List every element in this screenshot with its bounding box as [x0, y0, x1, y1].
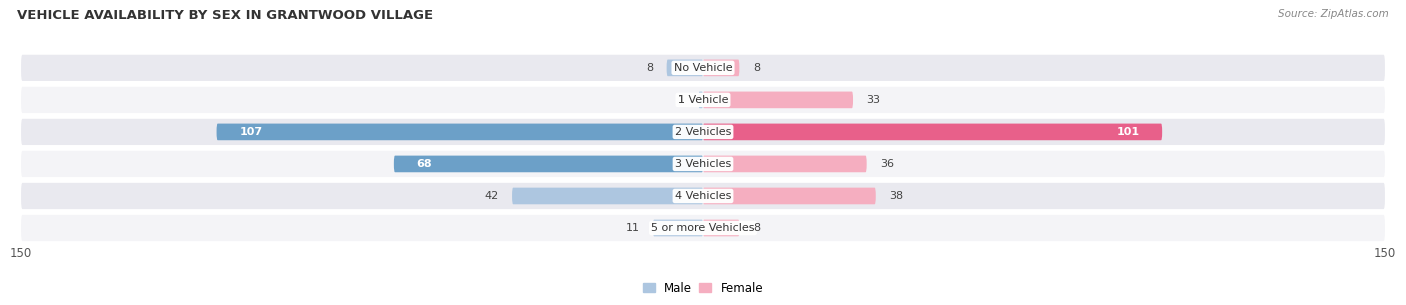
FancyBboxPatch shape	[21, 215, 1385, 241]
FancyBboxPatch shape	[703, 188, 876, 204]
FancyBboxPatch shape	[666, 59, 703, 76]
Legend: Male, Female: Male, Female	[638, 277, 768, 300]
Text: 8: 8	[754, 223, 761, 233]
FancyBboxPatch shape	[652, 220, 703, 236]
Text: VEHICLE AVAILABILITY BY SEX IN GRANTWOOD VILLAGE: VEHICLE AVAILABILITY BY SEX IN GRANTWOOD…	[17, 9, 433, 22]
Text: 2 Vehicles: 2 Vehicles	[675, 127, 731, 137]
Text: 1 Vehicle: 1 Vehicle	[678, 95, 728, 105]
FancyBboxPatch shape	[394, 156, 703, 172]
Text: 107: 107	[239, 127, 263, 137]
FancyBboxPatch shape	[21, 119, 1385, 145]
Text: 101: 101	[1116, 127, 1139, 137]
Text: 1: 1	[678, 95, 685, 105]
FancyBboxPatch shape	[21, 55, 1385, 81]
FancyBboxPatch shape	[703, 156, 866, 172]
FancyBboxPatch shape	[703, 59, 740, 76]
Text: 4 Vehicles: 4 Vehicles	[675, 191, 731, 201]
FancyBboxPatch shape	[21, 151, 1385, 177]
Text: 8: 8	[754, 63, 761, 73]
FancyBboxPatch shape	[217, 124, 703, 140]
FancyBboxPatch shape	[21, 183, 1385, 209]
Text: 33: 33	[866, 95, 880, 105]
Text: 36: 36	[880, 159, 894, 169]
FancyBboxPatch shape	[703, 124, 1163, 140]
Text: No Vehicle: No Vehicle	[673, 63, 733, 73]
FancyBboxPatch shape	[512, 188, 703, 204]
FancyBboxPatch shape	[699, 92, 703, 108]
Text: 3 Vehicles: 3 Vehicles	[675, 159, 731, 169]
Text: 42: 42	[484, 191, 499, 201]
FancyBboxPatch shape	[703, 92, 853, 108]
Text: 5 or more Vehicles: 5 or more Vehicles	[651, 223, 755, 233]
Text: Source: ZipAtlas.com: Source: ZipAtlas.com	[1278, 9, 1389, 19]
Text: 68: 68	[416, 159, 432, 169]
FancyBboxPatch shape	[703, 220, 740, 236]
Text: 11: 11	[626, 223, 640, 233]
Text: 8: 8	[645, 63, 652, 73]
FancyBboxPatch shape	[21, 87, 1385, 113]
Text: 38: 38	[890, 191, 904, 201]
